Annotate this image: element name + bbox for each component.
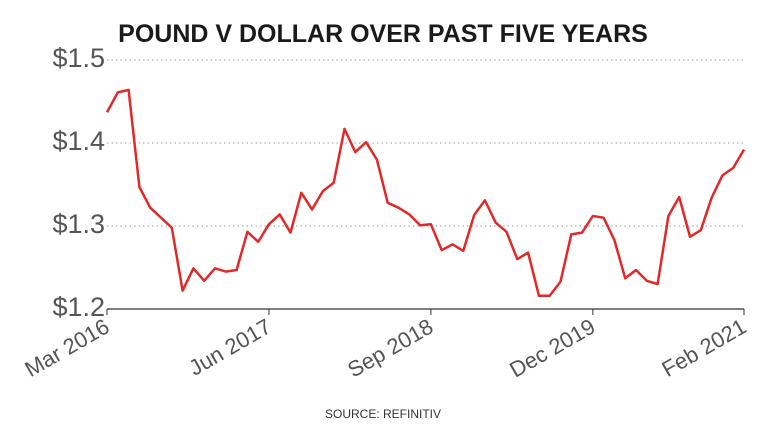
source: SOURCE: REFINITIV: [325, 407, 441, 421]
x-tick-label: Mar 2016: [21, 314, 114, 382]
y-tick-label: $1.2: [52, 292, 105, 322]
y-tick-label: $1.3: [52, 209, 105, 239]
y-tick-label: $1.5: [52, 43, 105, 73]
line: [105, 88, 746, 297]
x-tick-label: Jun 2017: [185, 314, 276, 381]
x-tick-label: Dec 2019: [505, 314, 599, 383]
chart-title: POUND V DOLLAR OVER PAST FIVE YEARS: [118, 20, 648, 48]
x-tick-label: Sep 2018: [343, 314, 437, 383]
x-tick-label: Feb 2021: [657, 314, 750, 382]
y-tick-label: $1.4: [52, 126, 105, 156]
